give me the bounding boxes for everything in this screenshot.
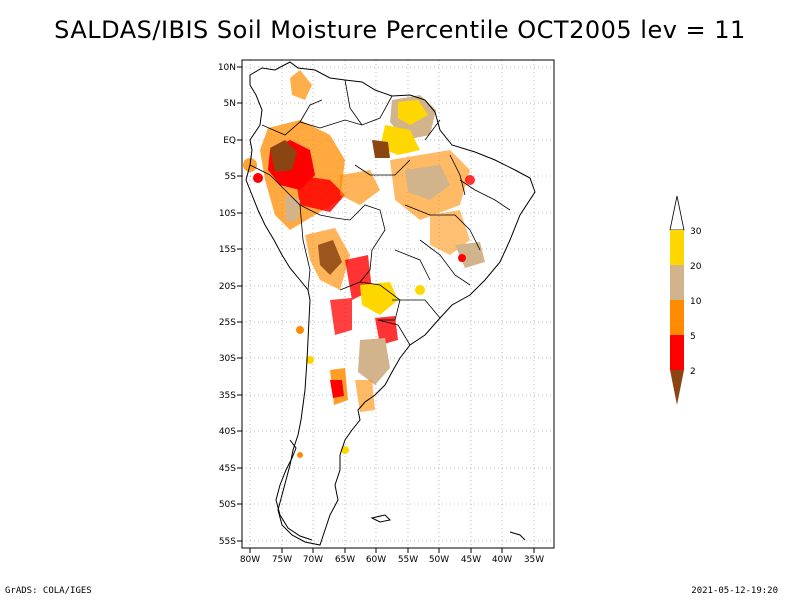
colorbar-label: 2 [690, 367, 696, 377]
lat-label: 50S [219, 500, 236, 510]
lat-label: 5S [225, 172, 237, 182]
colorbar-label: 30 [690, 227, 702, 237]
lat-axis: 10N 5N EQ 5S 10S 15S 20S 25S 30S 35S 40S… [218, 63, 242, 547]
footer-credit: GrADS: COLA/IGES [5, 586, 92, 596]
colorbar-segment-5-10 [670, 300, 684, 335]
lon-label: 70W [303, 555, 323, 565]
lat-label: 45S [219, 464, 236, 474]
lon-label: 65W [335, 555, 355, 565]
colorbar: 30 20 10 5 2 [669, 195, 702, 405]
map-title: SALDAS/IBIS Soil Moisture Percentile OCT… [54, 16, 746, 44]
lat-label: 40S [219, 427, 236, 437]
lon-label: 80W [240, 555, 260, 565]
colorbar-label: 20 [690, 262, 702, 272]
lon-label: 45W [461, 555, 481, 565]
lat-label: 20S [219, 282, 236, 292]
lat-label: 30S [219, 354, 236, 364]
lat-label: 10N [218, 63, 236, 73]
lon-label: 40W [492, 555, 512, 565]
lat-label: 35S [219, 391, 236, 401]
colorbar-label: 5 [690, 332, 696, 342]
borders [249, 79, 511, 346]
colorbar-bottom-arrow [670, 370, 684, 405]
percentile-shading [243, 70, 485, 458]
lon-label: 55W [398, 555, 418, 565]
lat-label: 5N [224, 99, 236, 109]
lon-label: 50W [429, 555, 449, 565]
colorbar-segment-2-5 [670, 335, 684, 370]
coastline [245, 61, 536, 546]
lat-label: 55S [219, 537, 236, 547]
colorbar-segment-20-30 [670, 230, 684, 265]
lat-label: 10S [219, 209, 236, 219]
lon-axis: 80W 75W 70W 65W 60W 55W 50W 45W 40W 35W [240, 548, 544, 565]
lat-label: 25S [219, 318, 236, 328]
map-frame [241, 59, 555, 549]
colorbar-segment-10-20 [670, 265, 684, 300]
lon-label: 75W [272, 555, 292, 565]
lat-label: 15S [219, 245, 236, 255]
lon-label: 60W [366, 555, 386, 565]
lat-label: EQ [223, 136, 236, 146]
lon-label: 35W [524, 555, 544, 565]
colorbar-top-arrow [669, 195, 685, 231]
colorbar-label: 10 [690, 297, 702, 307]
footer-timestamp: 2021-05-12-19:20 [691, 586, 778, 596]
